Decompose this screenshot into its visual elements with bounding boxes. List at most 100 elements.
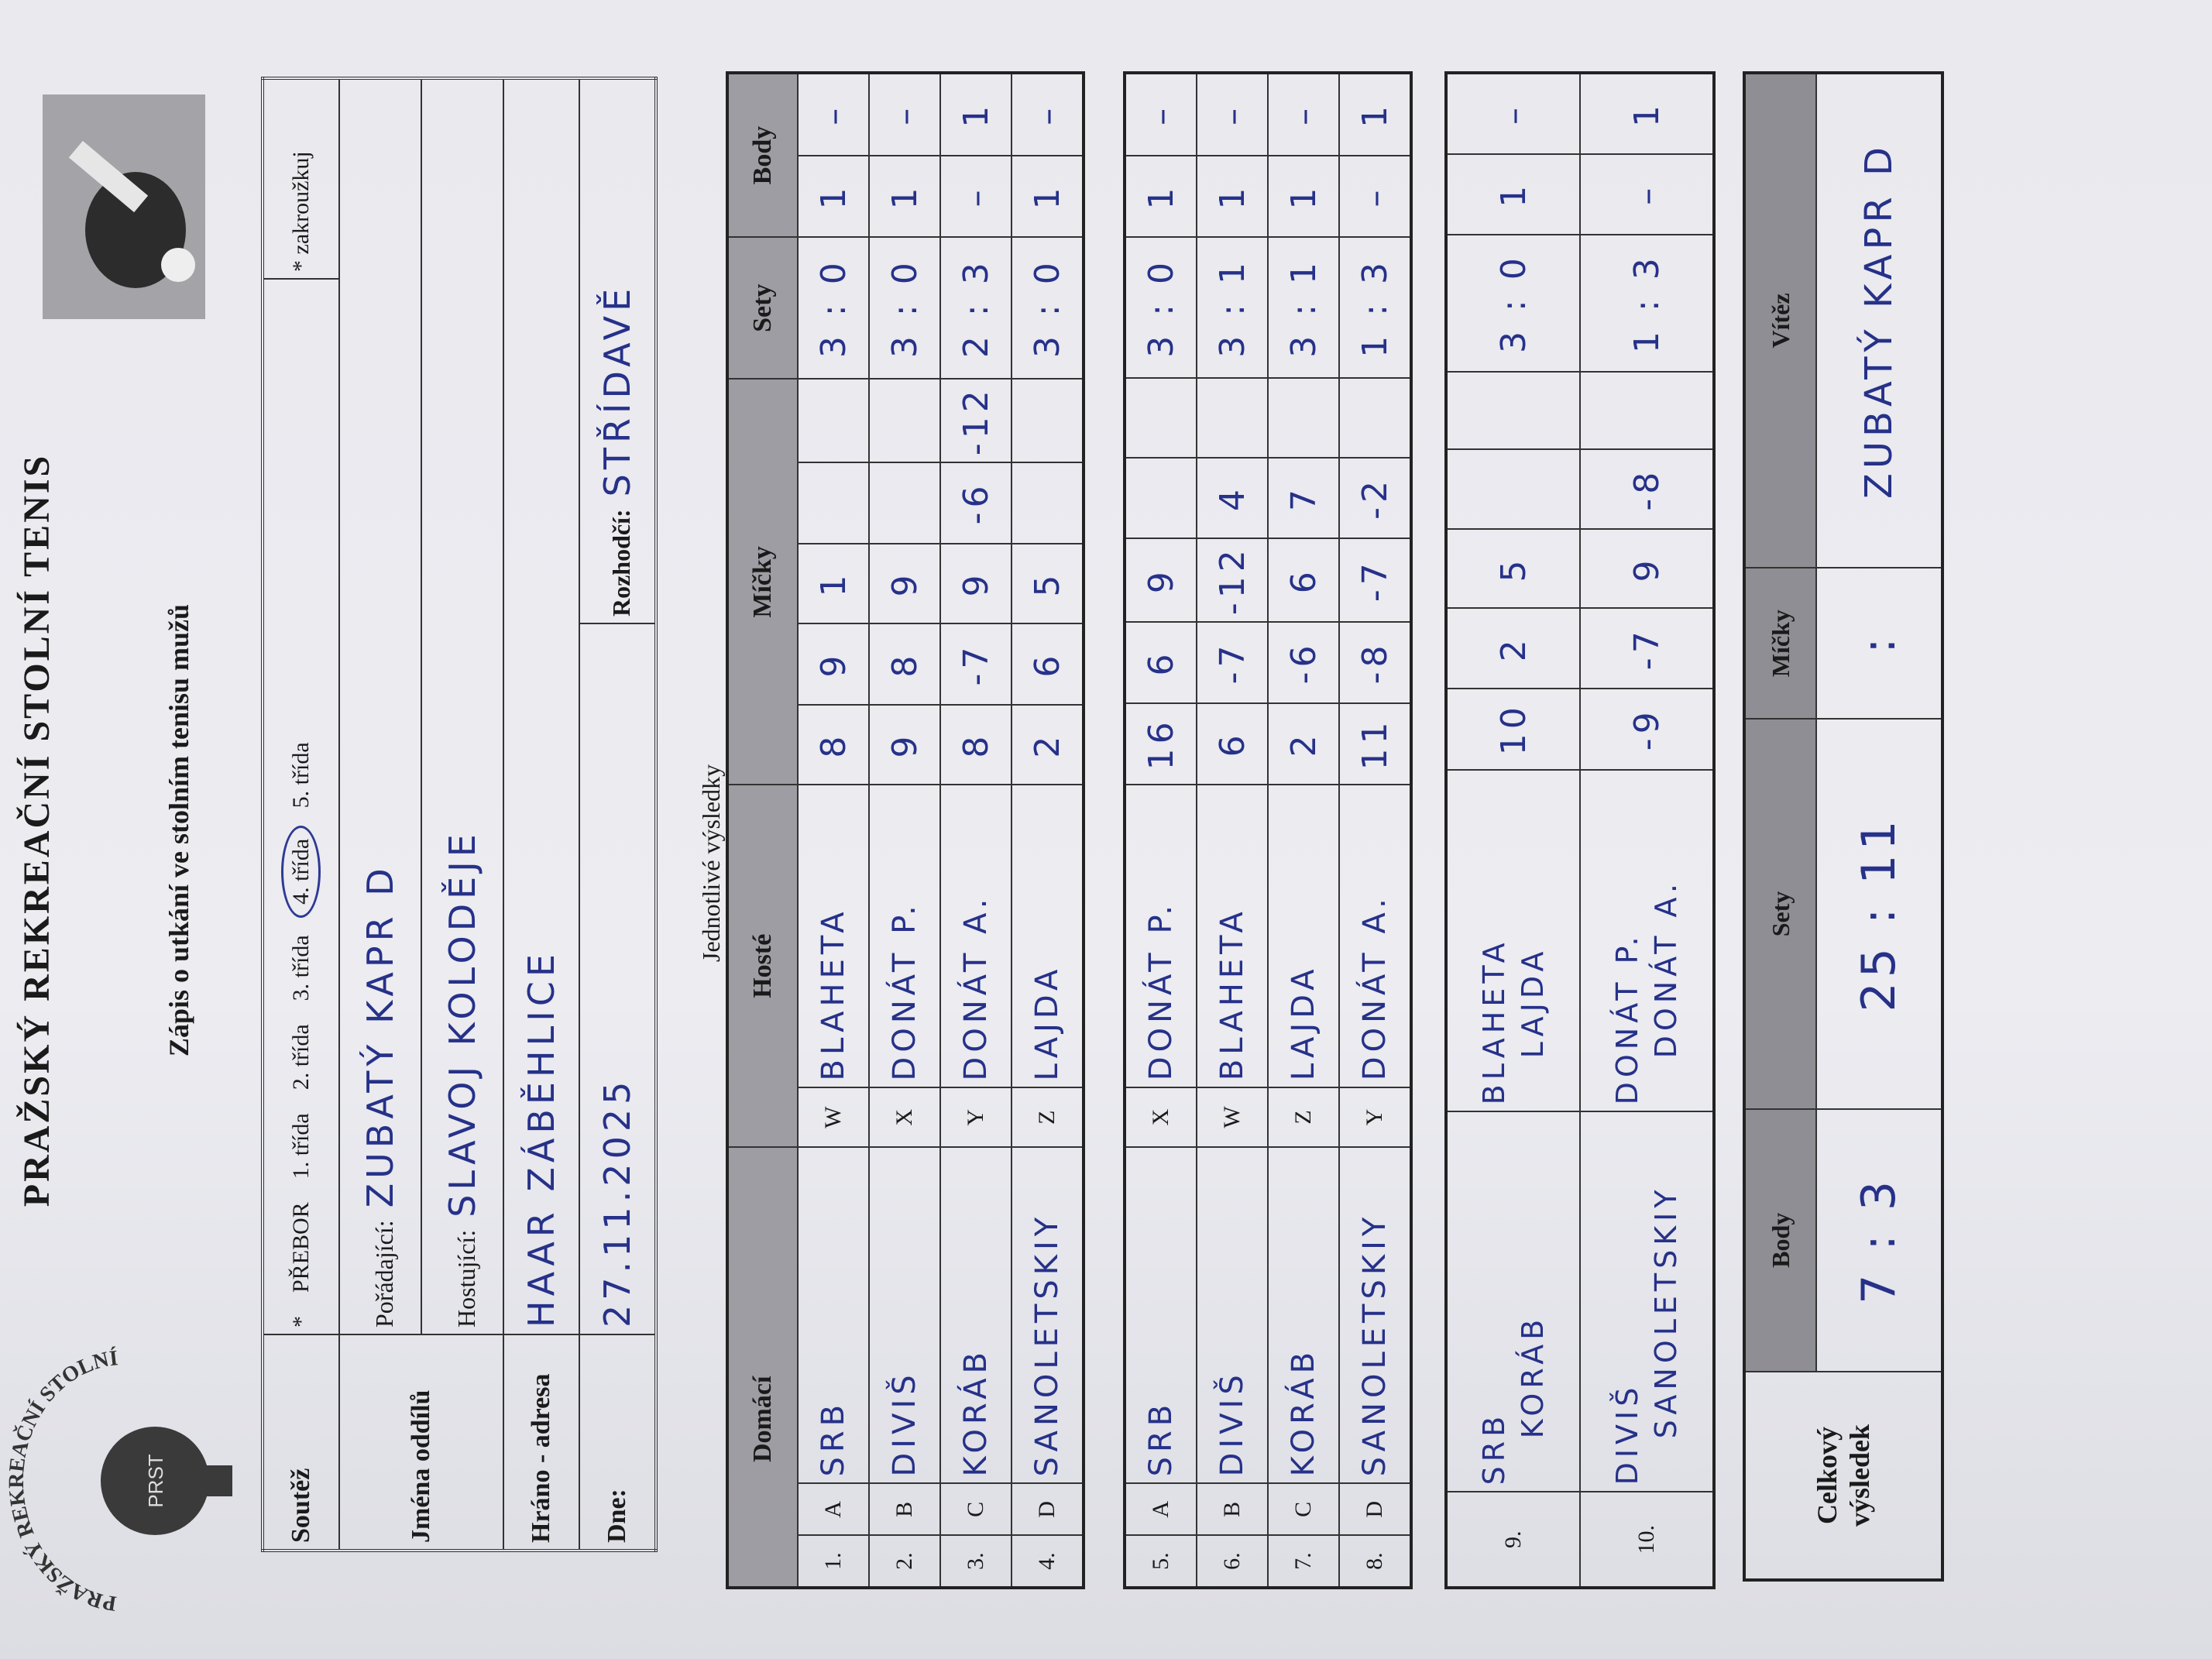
balls-set-1[interactable]: 16 [1125,702,1197,785]
points-home[interactable]: 1 [1268,155,1339,238]
balls-set-5[interactable] [1580,372,1714,449]
balls-set-3[interactable]: 9 [1580,529,1714,609]
total-sety-value[interactable]: 25 : 11 [1816,719,1942,1109]
balls-set-4[interactable]: -8 [1580,448,1714,530]
guest-pair[interactable]: DONÁT P. DONÁT A. [1580,769,1714,1112]
balls-set-2[interactable]: 8 [869,623,940,705]
total-body-value[interactable]: 7 : 3 [1816,1108,1942,1372]
guest-pair[interactable]: BLAHETA LAJDA [1446,769,1580,1112]
balls-set-1[interactable]: 10 [1446,689,1580,770]
sets-score[interactable]: 2 : 3 [940,237,1012,380]
level-4-circled[interactable]: 4. třída [281,825,321,918]
home-player[interactable]: KORÁB [940,1147,1012,1484]
home-player[interactable]: SRB [1125,1146,1197,1484]
home-pair[interactable]: DIVIŠ SANOLETSKIY [1580,1111,1714,1492]
sets-score[interactable]: 3 : 0 [1012,237,1084,380]
total-winner-value[interactable]: ZUBATÝ KAPR D [1816,73,1942,568]
balls-set-5[interactable] [1446,372,1580,449]
balls-set-1[interactable]: 9 [869,704,940,785]
balls-set-4[interactable] [1012,462,1084,544]
balls-set-2[interactable]: -7 [1197,622,1268,703]
balls-set-1[interactable]: 6 [1197,702,1268,785]
balls-set-2[interactable]: 6 [1012,623,1084,705]
balls-set-3[interactable]: 9 [1125,538,1197,623]
home-player[interactable]: DIVIŠ [1197,1146,1268,1484]
balls-set-3[interactable]: 5 [1012,543,1084,624]
balls-set-4[interactable]: 4 [1197,457,1268,539]
balls-set-2[interactable]: -8 [1339,622,1411,703]
poradajici-value[interactable]: ZUBATÝ KAPR D [359,864,401,1208]
points-guest[interactable]: 1 [1339,73,1411,156]
level-prebor[interactable]: PŘEBOR [288,1202,314,1293]
balls-set-4[interactable]: -2 [1339,457,1411,539]
sets-score[interactable]: 3 : 1 [1268,237,1339,379]
sets-score[interactable]: 3 : 1 [1197,237,1268,379]
balls-set-2[interactable]: 6 [1125,622,1197,703]
balls-set-3[interactable]: 6 [1268,538,1339,623]
points-guest[interactable]: – [869,73,940,156]
balls-set-4[interactable] [1446,448,1580,530]
balls-set-3[interactable]: 9 [869,543,940,624]
hostujici-value[interactable]: SLAVOJ KOLODĚJE [441,830,483,1218]
points-guest[interactable]: 1 [1580,73,1714,154]
sets-score[interactable]: 3 : 0 [869,237,940,380]
rozhodci-value[interactable]: STŘÍDAVĚ [596,283,638,497]
points-guest[interactable]: – [1125,73,1197,156]
level-1[interactable]: 1. třída [288,1113,314,1180]
balls-set-4[interactable] [798,462,869,544]
home-player[interactable]: SANOLETSKIY [1339,1146,1411,1484]
home-player[interactable]: KORÁB [1268,1146,1339,1484]
guest-player[interactable]: DONÁT P. [1125,784,1197,1088]
points-guest[interactable]: – [1268,73,1339,156]
points-home[interactable]: – [1339,155,1411,238]
guest-player[interactable]: DONÁT P. [869,785,940,1088]
balls-set-4[interactable] [1125,457,1197,539]
points-guest[interactable]: 1 [940,73,1012,156]
sets-score[interactable]: 1 : 3 [1580,234,1714,373]
balls-set-4[interactable]: -6 [940,462,1012,544]
balls-set-4[interactable]: 7 [1268,457,1339,539]
total-micky-value[interactable]: : [1816,568,1942,720]
guest-player[interactable]: DONÁT A. [940,785,1012,1088]
points-guest[interactable]: – [798,73,869,156]
points-home[interactable]: 1 [798,155,869,238]
balls-set-3[interactable]: 5 [1446,529,1580,609]
home-player[interactable]: SRB [798,1147,869,1484]
guest-player[interactable]: LAJDA [1268,784,1339,1088]
points-home[interactable]: 1 [1012,155,1084,238]
points-home[interactable]: – [940,155,1012,238]
guest-player[interactable]: DONÁT A. [1339,784,1411,1088]
sets-score[interactable]: 1 : 3 [1339,237,1411,379]
balls-set-3[interactable]: -12 [1197,538,1268,623]
balls-set-3[interactable]: -7 [1339,538,1411,623]
balls-set-5[interactable] [798,379,869,463]
points-home[interactable]: 1 [1446,153,1580,235]
sets-score[interactable]: 3 : 0 [798,237,869,380]
balls-set-2[interactable]: -7 [940,623,1012,705]
balls-set-1[interactable]: 2 [1012,704,1084,785]
balls-set-1[interactable]: 2 [1268,702,1339,785]
points-guest[interactable]: – [1446,73,1580,154]
balls-set-2[interactable]: 9 [798,623,869,705]
points-home[interactable]: 1 [869,155,940,238]
balls-set-3[interactable]: 9 [940,543,1012,624]
sets-score[interactable]: 3 : 0 [1446,234,1580,373]
balls-set-2[interactable]: 2 [1446,608,1580,689]
level-2[interactable]: 2. třída [288,1024,314,1091]
balls-set-5[interactable] [1125,378,1197,458]
points-guest[interactable]: – [1197,73,1268,156]
dne-value[interactable]: 27.11.2025 [596,1077,638,1328]
guest-player[interactable]: BLAHETA [1197,784,1268,1088]
guest-player[interactable]: BLAHETA [798,785,869,1088]
points-home[interactable]: 1 [1197,155,1268,238]
balls-set-1[interactable]: 8 [940,704,1012,785]
points-guest[interactable]: – [1012,73,1084,156]
balls-set-5[interactable] [1268,378,1339,458]
balls-set-5[interactable] [869,379,940,463]
points-home[interactable]: 1 [1125,155,1197,238]
balls-set-5[interactable]: -12 [940,379,1012,463]
home-pair[interactable]: SRB KORÁB [1446,1111,1580,1492]
balls-set-3[interactable]: 1 [798,543,869,624]
guest-player[interactable]: LAJDA [1012,785,1084,1088]
balls-set-2[interactable]: -7 [1580,608,1714,689]
